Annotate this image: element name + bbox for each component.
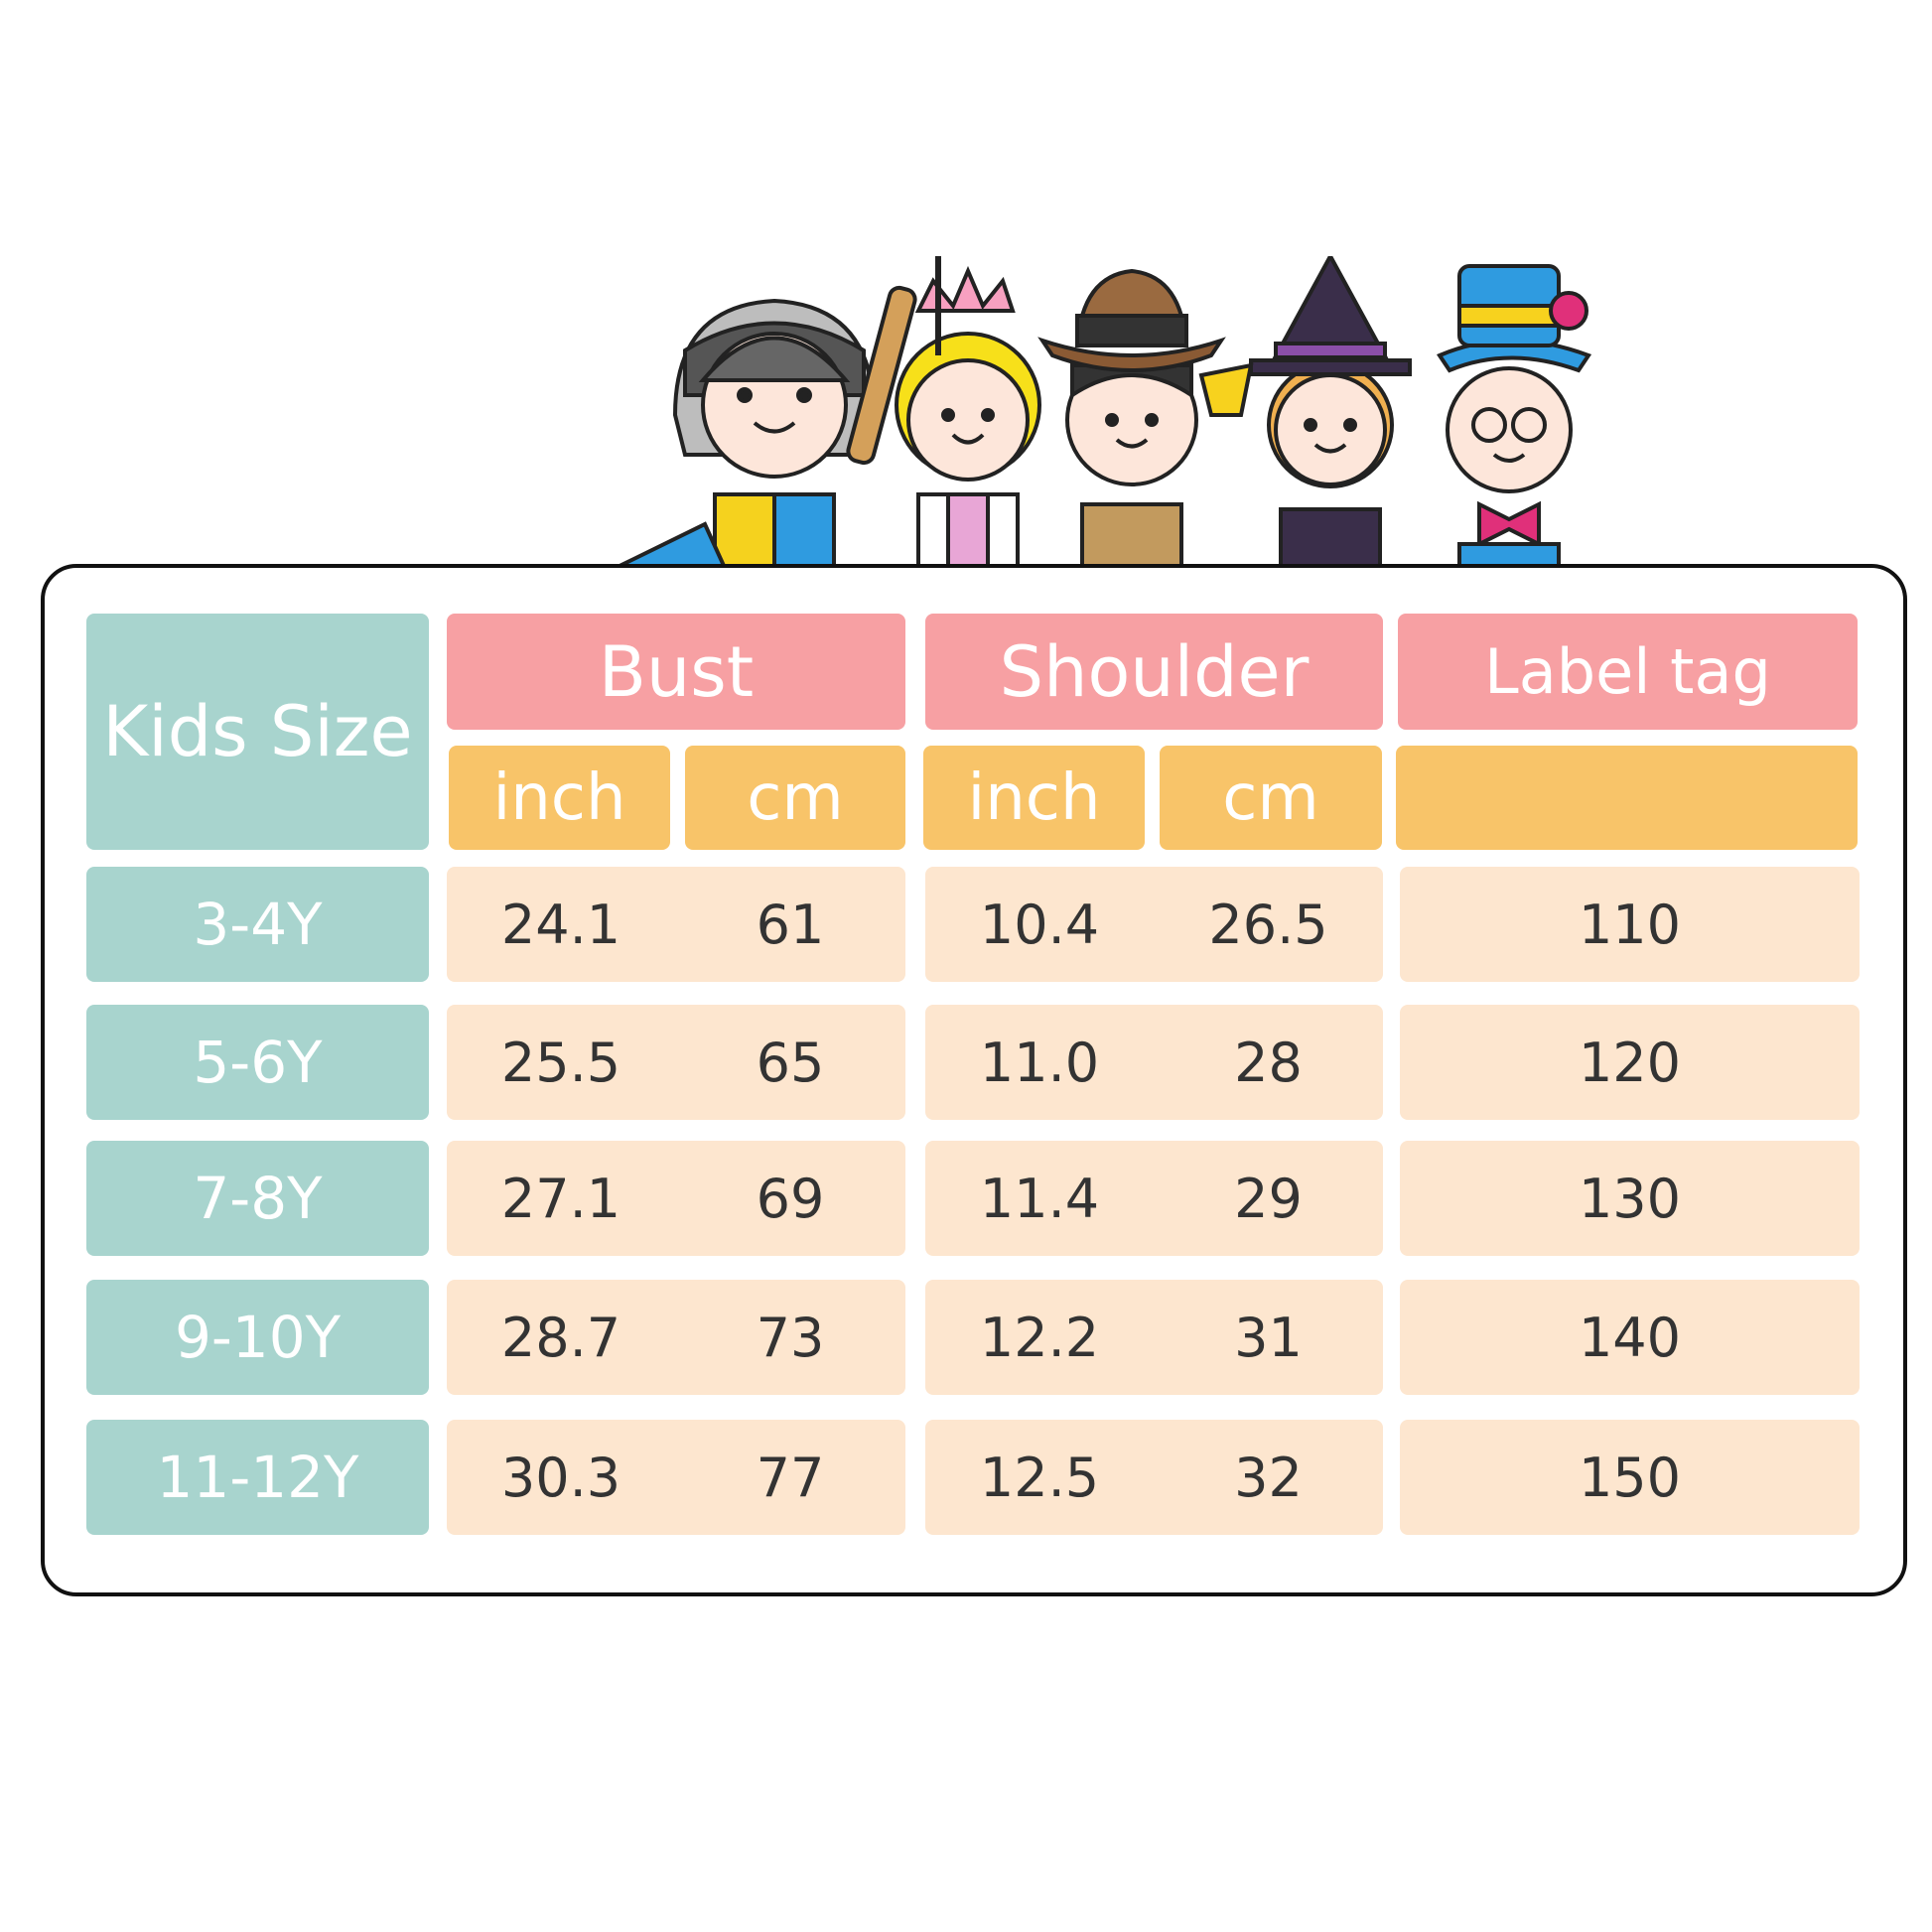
shoulder-cm-value: 29 bbox=[1234, 1167, 1303, 1230]
bust-header: Bust bbox=[447, 614, 905, 730]
shoulder-inch-value: 12.5 bbox=[979, 1446, 1100, 1509]
witch-character bbox=[1198, 256, 1412, 568]
bust-inch-value: 30.3 bbox=[500, 1446, 621, 1509]
shoulder-cell: 10.4 26.5 bbox=[925, 867, 1383, 982]
magician-character bbox=[1437, 264, 1592, 568]
shoulder-cell: 11.0 28 bbox=[925, 1005, 1383, 1120]
shoulder-inch-value: 12.2 bbox=[979, 1306, 1100, 1369]
bust-cm-value: 77 bbox=[756, 1446, 825, 1509]
label-tag-cell: 150 bbox=[1400, 1420, 1860, 1535]
bust-cell: 27.1 69 bbox=[447, 1141, 905, 1256]
shoulder-cm-value: 28 bbox=[1234, 1031, 1303, 1094]
costume-kids-illustration bbox=[616, 256, 1592, 568]
label-tag-cell: 140 bbox=[1400, 1280, 1860, 1395]
size-cell: 11-12Y bbox=[86, 1420, 429, 1535]
label-tag-cell: 120 bbox=[1400, 1005, 1860, 1120]
shoulder-header: Shoulder bbox=[925, 614, 1383, 730]
shoulder-inch-value: 11.0 bbox=[979, 1031, 1100, 1094]
bust-cell: 24.1 61 bbox=[447, 867, 905, 982]
shoulder-cm-header: cm bbox=[1160, 746, 1382, 850]
kids-size-header: Kids Size bbox=[86, 614, 429, 850]
shoulder-cell: 12.2 31 bbox=[925, 1280, 1383, 1395]
bust-cell: 30.3 77 bbox=[447, 1420, 905, 1535]
shoulder-cm-value: 26.5 bbox=[1208, 893, 1328, 956]
shoulder-cell: 11.4 29 bbox=[925, 1141, 1383, 1256]
shoulder-inch-value: 10.4 bbox=[979, 893, 1100, 956]
bust-cm-value: 65 bbox=[756, 1031, 825, 1094]
bust-cm-value: 61 bbox=[756, 893, 825, 956]
bust-cm-value: 73 bbox=[756, 1306, 825, 1369]
bust-cell: 28.7 73 bbox=[447, 1280, 905, 1395]
shoulder-cm-value: 32 bbox=[1234, 1446, 1303, 1509]
shoulder-inch-header: inch bbox=[923, 746, 1145, 850]
bust-cm-header: cm bbox=[685, 746, 905, 850]
shoulder-cell: 12.5 32 bbox=[925, 1420, 1383, 1535]
bust-cell: 25.5 65 bbox=[447, 1005, 905, 1120]
bust-cm-value: 69 bbox=[756, 1167, 825, 1230]
label-tag-cell: 130 bbox=[1400, 1141, 1860, 1256]
label-tag-unit-header bbox=[1396, 746, 1858, 850]
cowboy-character bbox=[935, 256, 1226, 568]
bust-inch-value: 24.1 bbox=[500, 893, 621, 956]
bust-inch-value: 27.1 bbox=[500, 1167, 621, 1230]
bust-inch-value: 28.7 bbox=[500, 1306, 621, 1369]
size-cell: 7-8Y bbox=[86, 1141, 429, 1256]
knight-character bbox=[616, 285, 917, 568]
shoulder-inch-value: 11.4 bbox=[979, 1167, 1100, 1230]
size-cell: 3-4Y bbox=[86, 867, 429, 982]
princess-character bbox=[895, 265, 1041, 568]
size-cell: 5-6Y bbox=[86, 1005, 429, 1120]
label-tag-header: Label tag bbox=[1398, 614, 1858, 730]
label-tag-cell: 110 bbox=[1400, 867, 1860, 982]
shoulder-cm-value: 31 bbox=[1234, 1306, 1303, 1369]
size-cell: 9-10Y bbox=[86, 1280, 429, 1395]
bust-inch-header: inch bbox=[449, 746, 670, 850]
bust-inch-value: 25.5 bbox=[500, 1031, 621, 1094]
